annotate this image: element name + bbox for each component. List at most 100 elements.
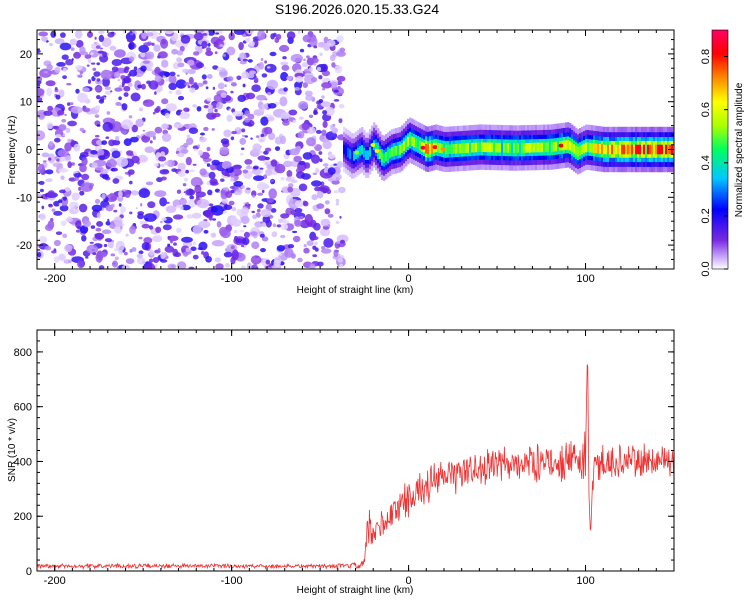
heatmap-cell: [302, 34, 312, 43]
heatmap-cell: [513, 143, 516, 153]
heatmap-cell: [170, 240, 173, 244]
heatmap-cell: [79, 151, 90, 158]
heatmap-cell: [329, 81, 338, 89]
heatmap-cell: [280, 111, 290, 120]
heatmap-cell: [633, 144, 636, 155]
heatmap-cell: [415, 138, 418, 149]
heatmap-cell: [109, 121, 122, 133]
heatmap-cell: [37, 96, 43, 103]
heatmap-cell: [62, 75, 67, 79]
heatmap-cell: [148, 225, 154, 230]
heatmap-cell: [90, 150, 98, 155]
heatmap-cell: [280, 61, 289, 66]
heatmap-cell: [113, 71, 121, 79]
y-tick-label: 400: [14, 456, 32, 468]
x-tick-label: -100: [221, 273, 243, 285]
heatmap-cell: [161, 133, 172, 142]
heatmap-cell: [135, 207, 138, 210]
heatmap-cell: [605, 144, 608, 155]
heatmap-cell: [181, 204, 191, 211]
heatmap-cell: [322, 120, 328, 128]
heatmap-cell: [347, 147, 350, 158]
heatmap-cell: [41, 36, 48, 42]
heatmap-cell: [461, 143, 464, 154]
heatmap-cell: [549, 138, 552, 156]
heatmap-cell: [278, 253, 283, 256]
heatmap-cell: [231, 206, 237, 212]
heatmap-cell: [369, 147, 372, 157]
heatmap-cell: [225, 263, 230, 268]
heatmap-cell: [91, 162, 98, 169]
heatmap-cell: [73, 51, 82, 59]
heatmap-cell: [591, 143, 594, 153]
heatmap-cell: [96, 212, 101, 219]
heatmap-cell: [246, 187, 251, 190]
heatmap-cell: [202, 32, 208, 36]
heatmap-cell: [321, 248, 332, 254]
y-tick-label: 0: [26, 145, 32, 157]
heatmap-cell: [537, 142, 540, 153]
heatmap-cell: [333, 99, 340, 102]
heatmap-cells: [37, 30, 674, 269]
heatmap-cell: [255, 212, 261, 218]
heatmap-cell: [242, 114, 246, 119]
heatmap-cell: [487, 142, 490, 153]
heatmap-cell: [557, 137, 560, 155]
heatmap-cell: [302, 82, 308, 88]
y-tick-label: -10: [16, 192, 32, 204]
heatmap-cell: [306, 240, 314, 246]
heatmap-cell: [159, 169, 170, 175]
heatmap-cell: [195, 191, 206, 198]
heatmap-cell: [297, 131, 305, 139]
heatmap-cell: [361, 145, 364, 155]
heatmap-cell: [315, 129, 322, 134]
heatmap-cell: [338, 186, 346, 194]
heatmap-cell: [216, 101, 223, 110]
heatmap-cell: [270, 208, 277, 213]
heatmap-cell: [161, 217, 167, 221]
heatmap-cell: [207, 189, 213, 196]
heatmap-cell: [168, 82, 177, 91]
heatmap-cell: [228, 108, 231, 111]
heatmap-cell: [309, 263, 316, 269]
heatmap-cell: [256, 182, 268, 191]
heatmap-cell: [185, 156, 192, 166]
heatmap-cell: [318, 151, 323, 155]
heatmap-cell: [143, 213, 157, 222]
heatmap-cell: [86, 244, 99, 254]
heatmap-cell: [65, 218, 74, 222]
heatmap-cell: [179, 45, 185, 52]
y-tick-label: 0: [26, 566, 32, 578]
heatmap-cell: [298, 183, 308, 192]
heatmap-cell: [108, 139, 116, 147]
heatmap-cell: [67, 120, 77, 127]
heatmap-cell: [197, 149, 204, 156]
heatmap-cell: [80, 182, 93, 193]
heatmap-cell: [324, 200, 330, 205]
heatmap-cell: [173, 242, 177, 246]
heatmap-cell: [309, 37, 318, 47]
heatmap-cell: [112, 260, 118, 268]
heatmap-cell: [149, 140, 153, 144]
heatmap-cell: [246, 202, 249, 205]
heatmap-cell: [280, 135, 286, 145]
heatmap-cell: [205, 255, 213, 263]
heatmap-cell: [286, 75, 293, 81]
heatmap-cell: [256, 208, 261, 213]
heatmap-cell: [133, 66, 138, 71]
heatmap-cell: [420, 145, 426, 150]
heatmap-cell: [301, 62, 308, 68]
heatmap-cell: [493, 142, 496, 153]
heatmap-cell: [210, 164, 217, 171]
heatmap-cell: [76, 74, 78, 77]
heatmap-cell: [118, 96, 122, 101]
heatmap-cell: [639, 144, 642, 155]
heatmap-cell: [655, 144, 658, 155]
heatmap-cell: [233, 229, 238, 234]
heatmap-cell: [399, 144, 402, 155]
heatmap-cell: [251, 210, 255, 214]
heatmap-cell: [60, 32, 66, 38]
heatmap-cell: [370, 143, 376, 147]
heatmap-cell: [87, 31, 93, 38]
